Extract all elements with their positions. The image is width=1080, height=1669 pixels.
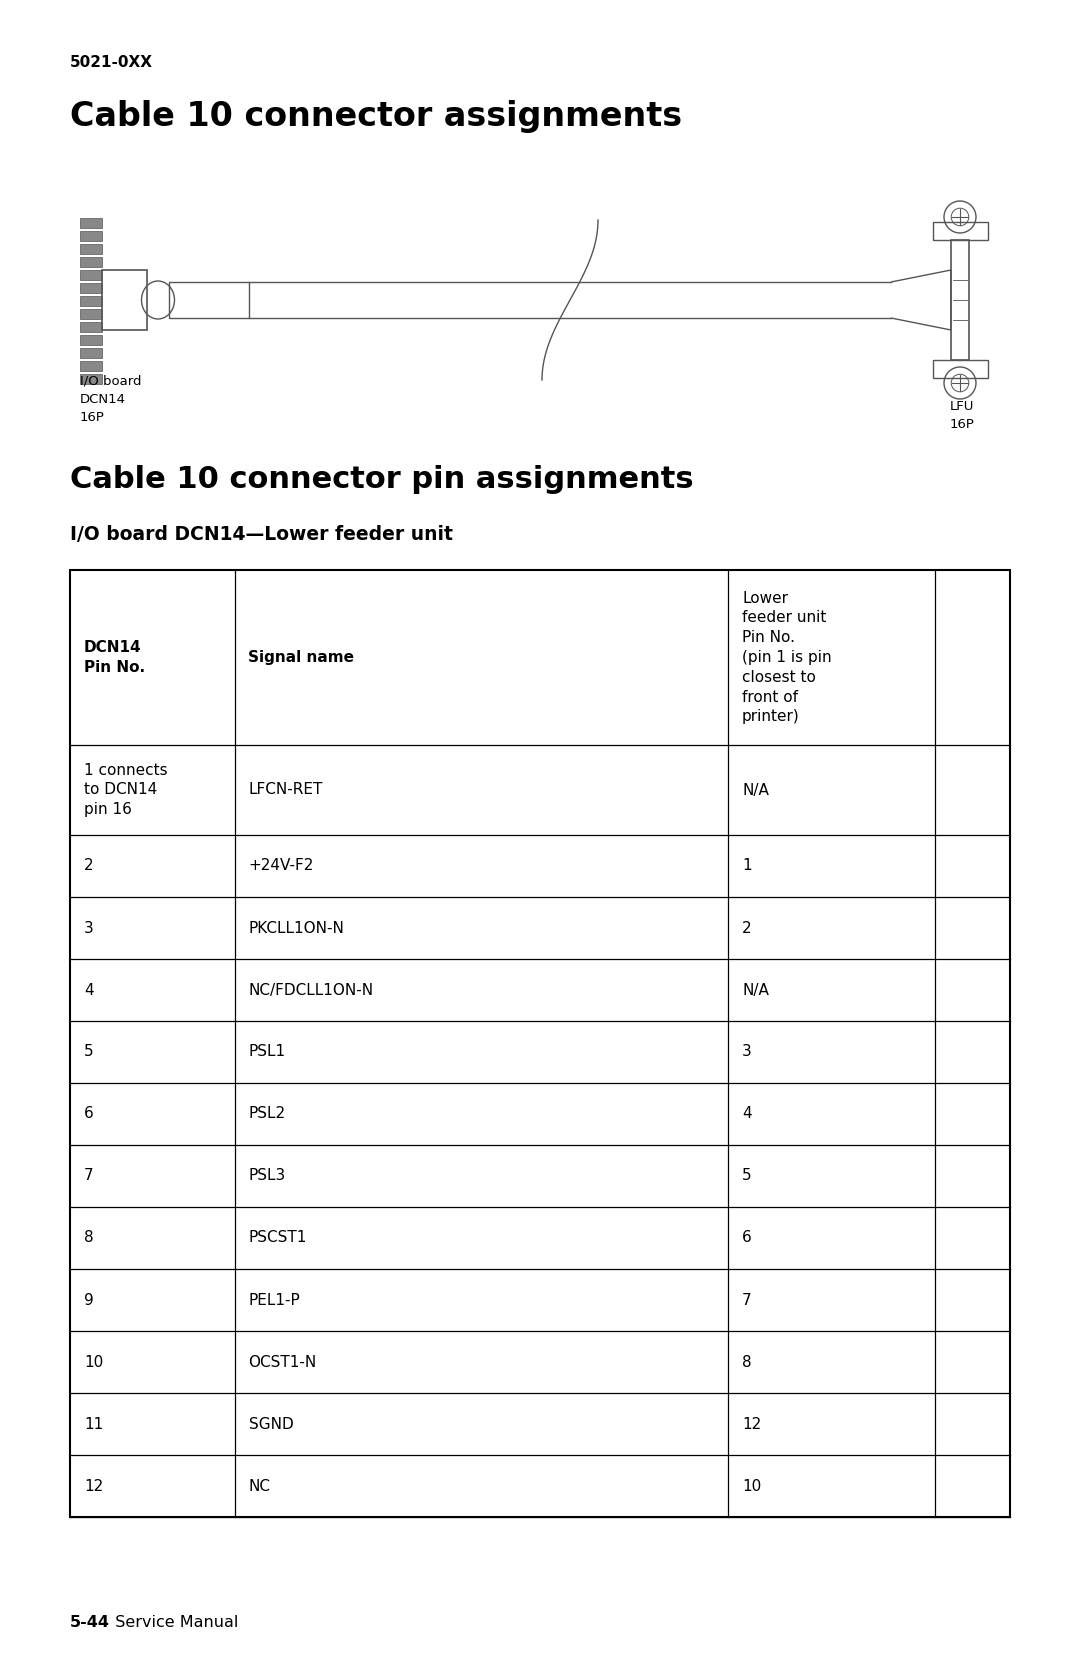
Bar — [932, 361, 987, 377]
Text: 1 connects
to DCN14
pin 16: 1 connects to DCN14 pin 16 — [84, 763, 167, 816]
Text: PSCST1: PSCST1 — [248, 1230, 307, 1245]
Text: +24V-F2: +24V-F2 — [248, 858, 314, 873]
Text: PKCLL1ON-N: PKCLL1ON-N — [248, 921, 345, 936]
Text: 2: 2 — [742, 921, 752, 936]
Text: 3: 3 — [84, 921, 94, 936]
Text: PEL1-P: PEL1-P — [248, 1292, 300, 1307]
Text: Cable 10 connector pin assignments: Cable 10 connector pin assignments — [70, 466, 693, 494]
Text: 1: 1 — [742, 858, 752, 873]
Bar — [951, 240, 969, 361]
Text: 8: 8 — [742, 1355, 752, 1370]
Text: PSL2: PSL2 — [248, 1107, 285, 1122]
Bar — [80, 309, 102, 319]
Text: Cable 10 connector assignments: Cable 10 connector assignments — [70, 100, 683, 134]
Text: 6: 6 — [84, 1107, 94, 1122]
Text: 12: 12 — [84, 1479, 104, 1494]
Text: 5021-0XX: 5021-0XX — [70, 55, 153, 70]
Text: I/O board DCN14—Lower feeder unit: I/O board DCN14—Lower feeder unit — [70, 526, 453, 544]
Bar — [80, 284, 102, 294]
Text: 5: 5 — [742, 1168, 752, 1183]
Text: 7: 7 — [742, 1292, 752, 1307]
Bar — [80, 270, 102, 280]
Bar — [80, 349, 102, 359]
Bar — [80, 362, 102, 372]
Text: 2: 2 — [84, 858, 94, 873]
Text: 12: 12 — [742, 1417, 761, 1432]
Bar — [80, 232, 102, 242]
Text: 7: 7 — [84, 1168, 94, 1183]
Text: Signal name: Signal name — [248, 649, 354, 664]
Bar — [80, 322, 102, 332]
Text: 10: 10 — [742, 1479, 761, 1494]
Text: 6: 6 — [742, 1230, 752, 1245]
Text: N/A: N/A — [742, 983, 769, 998]
Bar — [80, 257, 102, 267]
Text: I/O board
DCN14
16P: I/O board DCN14 16P — [80, 376, 141, 424]
Bar — [80, 244, 102, 254]
Bar — [80, 374, 102, 384]
Bar — [80, 297, 102, 307]
Text: LFCN-RET: LFCN-RET — [248, 783, 323, 798]
Bar — [80, 335, 102, 345]
Text: 8: 8 — [84, 1230, 94, 1245]
Text: PSL3: PSL3 — [248, 1168, 286, 1183]
Text: 9: 9 — [84, 1292, 94, 1307]
Text: PSL1: PSL1 — [248, 1045, 285, 1060]
Text: 10: 10 — [84, 1355, 104, 1370]
Bar — [932, 222, 987, 240]
Text: 5: 5 — [84, 1045, 94, 1060]
Text: LFU
16P: LFU 16P — [950, 401, 975, 431]
Text: 11: 11 — [84, 1417, 104, 1432]
Text: 5-44: 5-44 — [70, 1616, 110, 1631]
Text: Service Manual: Service Manual — [105, 1616, 239, 1631]
Text: NC: NC — [248, 1479, 270, 1494]
Text: OCST1-N: OCST1-N — [248, 1355, 316, 1370]
Bar — [80, 219, 102, 229]
Text: 3: 3 — [742, 1045, 752, 1060]
Text: N/A: N/A — [742, 783, 769, 798]
Text: DCN14
Pin No.: DCN14 Pin No. — [84, 641, 145, 674]
Text: 4: 4 — [742, 1107, 752, 1122]
Text: 4: 4 — [84, 983, 94, 998]
Bar — [70, 571, 1010, 1517]
Text: Lower
feeder unit
Pin No.
(pin 1 is pin
closest to
front of
printer): Lower feeder unit Pin No. (pin 1 is pin … — [742, 591, 832, 724]
Text: NC/FDCLL1ON-N: NC/FDCLL1ON-N — [248, 983, 374, 998]
Text: SGND: SGND — [248, 1417, 294, 1432]
Bar — [102, 270, 147, 330]
